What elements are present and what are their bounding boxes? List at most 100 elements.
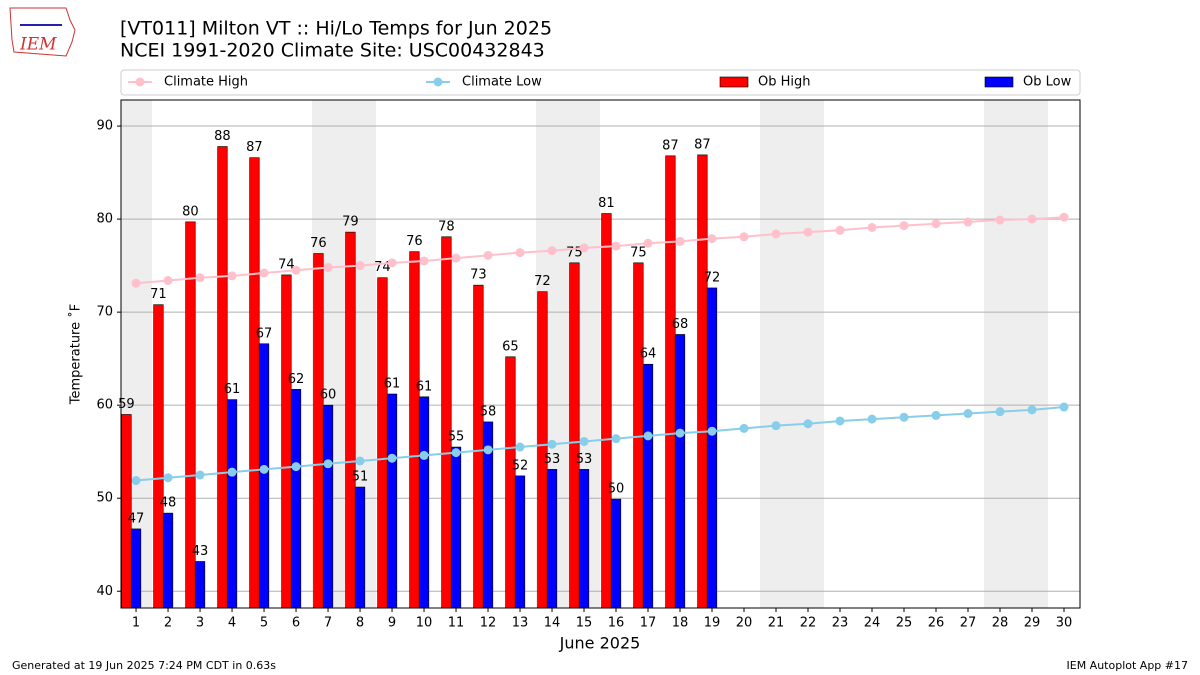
- bar: [409, 251, 420, 609]
- bar: [377, 277, 388, 609]
- marker: [899, 412, 909, 422]
- x-tick-label: 11: [448, 616, 465, 631]
- x-tick-label: 4: [228, 616, 236, 631]
- data-label: 65: [502, 339, 519, 354]
- x-tick-label: 2: [164, 616, 172, 631]
- legend-marker: [433, 77, 443, 87]
- marker: [483, 250, 493, 260]
- logo: IEM: [9, 7, 76, 57]
- data-label: 51: [352, 470, 369, 485]
- data-label: 71: [150, 287, 167, 302]
- legend-label: Ob Low: [1023, 75, 1072, 90]
- marker: [451, 253, 461, 263]
- x-tick-label: 5: [260, 616, 268, 631]
- x-tick-label: 10: [416, 616, 433, 631]
- marker: [675, 236, 685, 246]
- legend-label: Ob High: [758, 75, 811, 90]
- x-tick-label: 6: [292, 616, 300, 631]
- data-label: 43: [192, 544, 209, 559]
- marker: [867, 414, 877, 424]
- bar: [610, 498, 622, 609]
- x-tick-label: 1: [132, 616, 140, 631]
- marker: [931, 219, 941, 229]
- bar: [153, 304, 164, 609]
- marker: [131, 278, 141, 288]
- data-label: 80: [182, 204, 199, 219]
- weekend-band: [760, 100, 824, 608]
- marker: [963, 217, 973, 227]
- marker: [387, 453, 397, 463]
- data-label: 64: [640, 347, 657, 362]
- bar: [194, 561, 206, 609]
- marker: [323, 459, 333, 469]
- data-label: 79: [342, 215, 359, 230]
- data-label: 76: [406, 234, 423, 249]
- bar: [162, 512, 174, 609]
- data-label: 88: [214, 129, 231, 144]
- marker: [387, 258, 397, 268]
- x-tick-label: 28: [992, 616, 1009, 631]
- marker: [419, 450, 429, 460]
- legend-box: [120, 69, 1081, 96]
- marker: [579, 243, 589, 253]
- legend-label: Climate High: [164, 75, 248, 90]
- marker: [195, 273, 205, 283]
- y-tick-label: 40: [96, 584, 113, 599]
- marker: [451, 448, 461, 458]
- bar: [505, 356, 516, 609]
- marker: [995, 215, 1005, 225]
- marker: [131, 476, 141, 486]
- data-label: 55: [448, 430, 465, 445]
- data-label: 74: [278, 257, 295, 272]
- marker: [995, 407, 1005, 417]
- bar: [514, 475, 526, 609]
- data-label: 59: [118, 397, 135, 412]
- logo-text: IEM: [19, 35, 57, 55]
- marker: [1059, 402, 1069, 412]
- marker: [739, 423, 749, 433]
- x-tick-label: 25: [896, 616, 913, 631]
- marker: [771, 229, 781, 239]
- data-label: 78: [438, 219, 455, 234]
- footer-right: IEM Autoplot App #17: [1067, 659, 1189, 672]
- marker: [515, 248, 525, 258]
- marker: [835, 225, 845, 235]
- y-tick-label: 80: [96, 212, 113, 227]
- weekend-band: [984, 100, 1048, 608]
- x-tick-label: 27: [960, 616, 977, 631]
- x-tick-label: 24: [864, 616, 881, 631]
- marker: [259, 464, 269, 474]
- data-label: 58: [480, 404, 497, 419]
- bar: [281, 274, 292, 609]
- data-label: 76: [310, 236, 327, 251]
- bar: [473, 284, 484, 609]
- marker: [931, 410, 941, 420]
- x-tick-label: 26: [928, 616, 945, 631]
- x-tick-label: 22: [800, 616, 817, 631]
- x-tick-label: 12: [480, 616, 497, 631]
- marker: [419, 256, 429, 266]
- y-tick-label: 90: [96, 119, 113, 134]
- data-label: 72: [534, 274, 551, 289]
- y-tick-label: 60: [96, 398, 113, 413]
- marker: [1027, 405, 1037, 415]
- x-tick-label: 8: [356, 616, 364, 631]
- marker: [547, 246, 557, 256]
- data-label: 52: [512, 458, 529, 473]
- marker: [739, 232, 749, 242]
- marker: [163, 473, 173, 483]
- marker: [291, 462, 301, 472]
- legend-label: Climate Low: [462, 75, 542, 90]
- bar: [441, 236, 452, 609]
- marker: [867, 222, 877, 232]
- y-axis-label: Temperature ˚F: [68, 304, 84, 405]
- marker: [611, 241, 621, 251]
- data-label: 60: [320, 388, 337, 403]
- x-tick-label: 14: [544, 616, 561, 631]
- data-label: 87: [662, 138, 679, 153]
- bar: [642, 363, 654, 609]
- x-tick-label: 9: [388, 616, 396, 631]
- y-tick-label: 70: [96, 305, 113, 320]
- bar: [706, 287, 718, 609]
